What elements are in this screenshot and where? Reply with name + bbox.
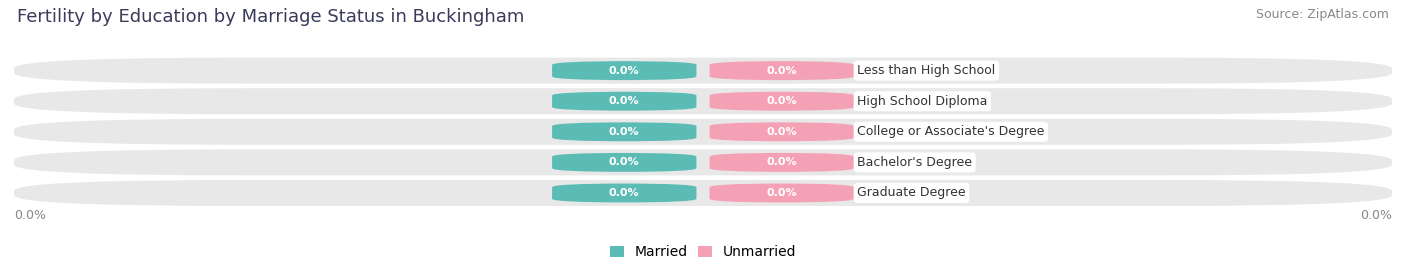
FancyBboxPatch shape xyxy=(14,119,1392,145)
Text: 0.0%: 0.0% xyxy=(609,127,640,137)
FancyBboxPatch shape xyxy=(553,183,696,203)
FancyBboxPatch shape xyxy=(14,149,1392,175)
FancyBboxPatch shape xyxy=(14,88,1392,114)
Text: 0.0%: 0.0% xyxy=(1360,208,1392,222)
FancyBboxPatch shape xyxy=(710,153,853,172)
Text: Graduate Degree: Graduate Degree xyxy=(858,186,966,200)
Text: College or Associate's Degree: College or Associate's Degree xyxy=(858,125,1045,138)
Text: 0.0%: 0.0% xyxy=(766,157,797,167)
Text: Fertility by Education by Marriage Status in Buckingham: Fertility by Education by Marriage Statu… xyxy=(17,8,524,26)
Legend: Married, Unmarried: Married, Unmarried xyxy=(607,243,799,262)
Text: Less than High School: Less than High School xyxy=(858,64,995,77)
FancyBboxPatch shape xyxy=(553,92,696,111)
FancyBboxPatch shape xyxy=(710,92,853,111)
Text: 0.0%: 0.0% xyxy=(609,96,640,106)
FancyBboxPatch shape xyxy=(710,61,853,80)
Text: 0.0%: 0.0% xyxy=(14,208,46,222)
FancyBboxPatch shape xyxy=(553,153,696,172)
Text: 0.0%: 0.0% xyxy=(609,188,640,198)
Text: High School Diploma: High School Diploma xyxy=(858,95,987,108)
FancyBboxPatch shape xyxy=(710,183,853,203)
FancyBboxPatch shape xyxy=(710,122,853,141)
Text: 0.0%: 0.0% xyxy=(609,157,640,167)
Text: Source: ZipAtlas.com: Source: ZipAtlas.com xyxy=(1256,8,1389,21)
FancyBboxPatch shape xyxy=(553,122,696,141)
Text: Bachelor's Degree: Bachelor's Degree xyxy=(858,156,972,169)
FancyBboxPatch shape xyxy=(14,58,1392,84)
Text: 0.0%: 0.0% xyxy=(766,188,797,198)
Text: 0.0%: 0.0% xyxy=(609,66,640,76)
FancyBboxPatch shape xyxy=(553,61,696,80)
Text: 0.0%: 0.0% xyxy=(766,127,797,137)
Text: 0.0%: 0.0% xyxy=(766,96,797,106)
Text: 0.0%: 0.0% xyxy=(766,66,797,76)
FancyBboxPatch shape xyxy=(14,180,1392,206)
